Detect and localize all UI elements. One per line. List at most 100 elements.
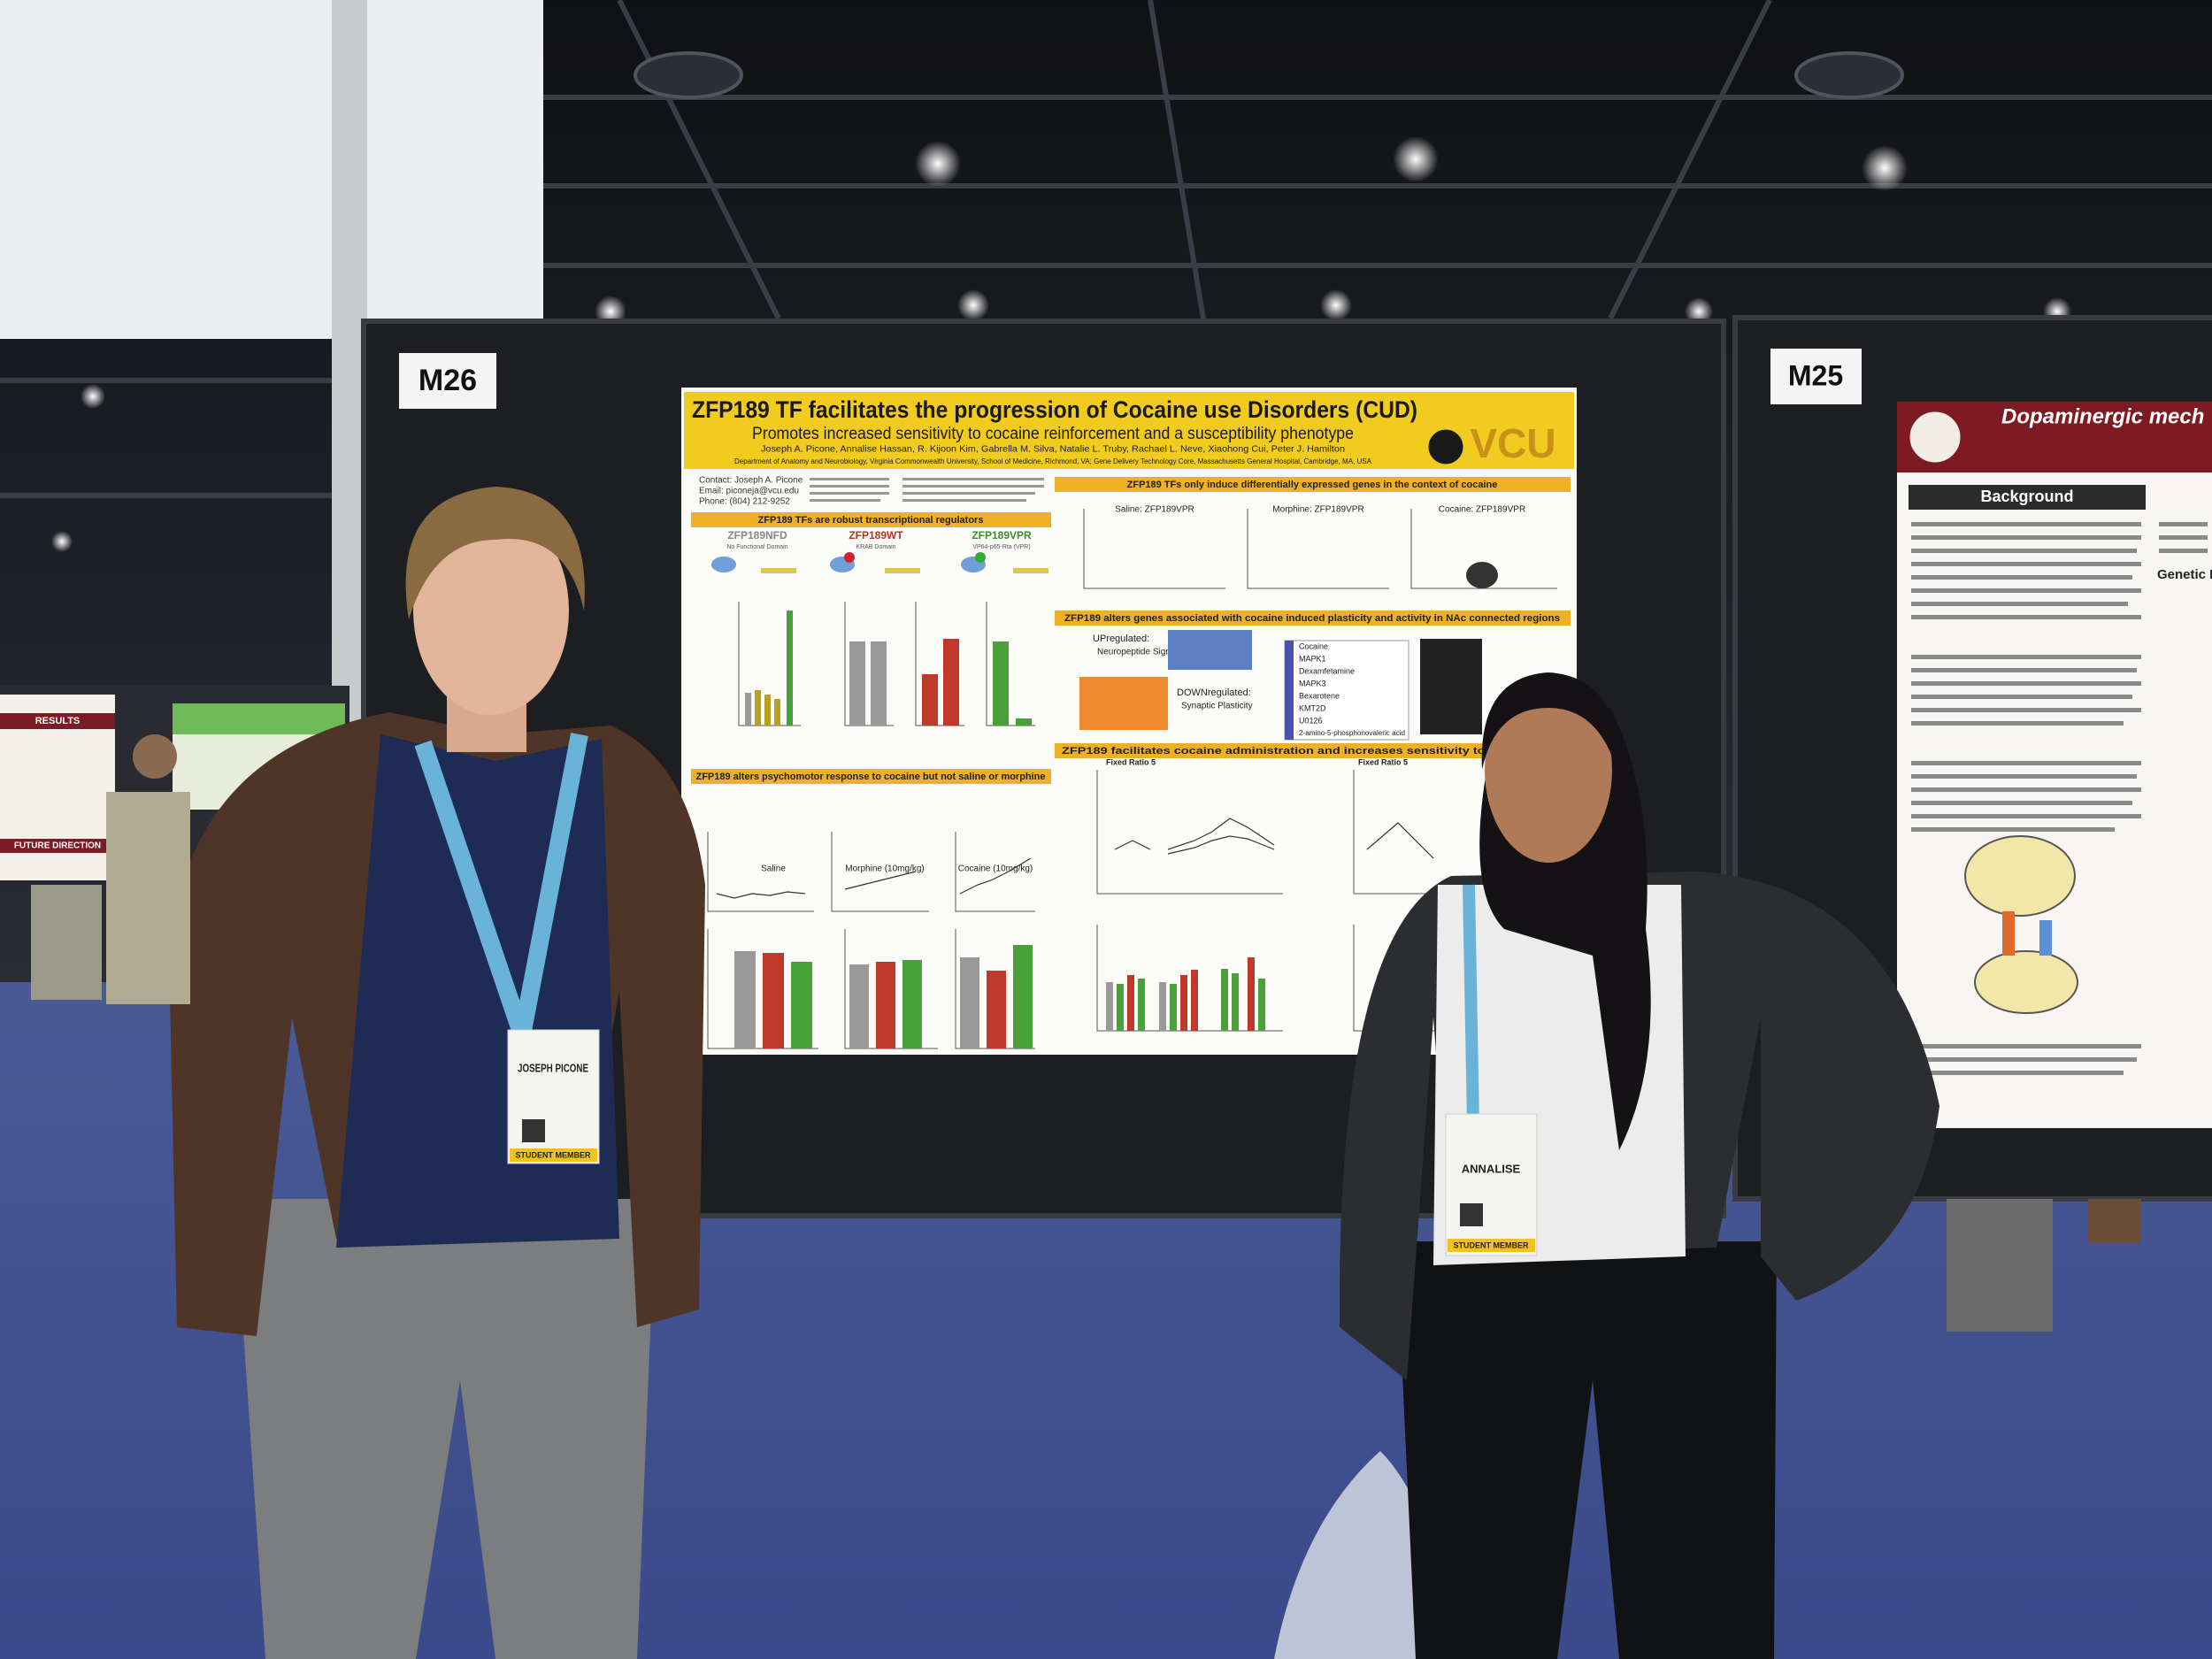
right-poster-seal [1907,409,1963,465]
shape [1911,708,2141,712]
shape [634,51,743,99]
gene-label: MAPK3 [1299,679,1326,687]
shape [1964,835,2076,917]
regulation-label: UPregulated: [1093,634,1149,644]
shape [133,734,177,779]
construct-domain: VP64-p65-Rta (VPR) [972,544,1030,550]
shape [1117,984,1124,1031]
panel-label: Saline [761,864,786,874]
shape [1481,672,1620,779]
right-poster-diagram [1964,835,2078,1014]
far-poster-heading: RESULTS [35,716,81,726]
shape [51,531,73,552]
shape [763,953,784,1048]
shape [1167,835,1275,855]
shape [2002,911,2015,956]
shape [810,485,889,488]
poster-subtitle: Promotes increased sensitivity to cocain… [752,425,1354,443]
shape [1911,695,2132,699]
shape [2159,535,2208,540]
shape [975,552,986,563]
shape [1911,814,2141,818]
shape [876,962,895,1048]
shape [902,485,1044,488]
shape [1159,982,1166,1031]
shape [1167,818,1275,850]
gene-label: U0126 [1299,716,1323,725]
shape [1079,677,1168,730]
right-poster-section-bar [1909,485,2146,510]
poster-authors: Joseph A. Picone, Annalise Hassan, R. Ki… [761,445,1345,455]
shape [902,499,1026,502]
far-poster-footer: FUTURE DIRECTION [14,841,101,851]
shape [1366,822,1434,859]
shape [2039,920,2052,956]
right-poster-title: Dopaminergic mech [2001,404,2204,428]
shape [1911,615,2141,619]
shape [1148,0,1206,319]
shape [844,871,917,890]
shape [1180,975,1187,1031]
right-poster-heading: Background [1980,488,2073,505]
construct-name: ZFP189NFD [727,529,787,541]
shape [1258,979,1265,1031]
section-heading: ZFP189 TFs are robust transcriptional re… [758,515,984,526]
shape [955,832,1035,912]
shape [1911,535,2141,540]
section-bar [691,769,1051,784]
right-poster-text-lines [1911,522,2208,1075]
shape [1106,982,1113,1031]
shape [1911,575,2132,580]
shape [1013,945,1033,1048]
person-right: ANNALISE STUDENT MEMBER [1339,672,1939,1659]
shape [707,832,814,912]
shape [955,929,1035,1049]
shape [774,699,780,726]
shape [1096,770,1283,895]
shape [1911,522,2141,526]
shape [336,734,619,1248]
shape [1353,770,1460,895]
background-people [31,734,2141,1332]
shape [1947,1199,2053,1332]
shape [1911,1057,2137,1062]
shape [1911,602,2128,606]
poster-affiliation: Department of Anatomy and Neurobiology, … [734,457,1372,465]
section-heading: ZFP189 TFs only induce differentially ex… [1127,480,1498,490]
funding-text [810,478,1044,502]
shape [405,487,585,619]
section-bar [1055,743,1571,758]
shape [1911,801,2132,805]
panel-label: Morphine (10mg/kg) [845,864,924,874]
contact-line: Phone: (804) 212-9252 [699,497,790,507]
shape [1911,549,2137,553]
gene-label: MAPK1 [1299,654,1326,663]
shape [1232,973,1239,1031]
shape [849,964,869,1048]
panel-label: Morphine: ZFP189VPR [1272,505,1363,515]
shape [1911,721,2124,726]
shape [1247,509,1389,589]
panel-label: Saline: ZFP189VPR [1115,505,1194,515]
badge-member: STUDENT MEMBER [1454,1240,1529,1249]
construct-name: ZFP189VPR [972,529,1032,541]
shape [787,611,793,726]
section-heading: ZFP189 alters genes associated with coca… [1064,613,1560,624]
badge-name: JOSEPH PICONE [518,1061,588,1074]
badge-strip [510,1148,597,1162]
contact-line: Email: piconeja@vcu.edu [699,487,799,496]
booth-label: M25 [1788,359,1843,391]
shape [413,506,569,715]
gene-label: Dexamfetamine [1299,666,1355,675]
shape [81,384,105,409]
badge-name: ANNALISE [1462,1162,1521,1175]
shape [1911,562,2141,566]
section-heading: ZFP189 alters psychomotor response to co… [696,772,1046,782]
shape [1445,1113,1538,1256]
regulation-label: Neuropeptide Signaling [1097,648,1189,657]
shape [1083,509,1225,589]
shape [617,0,781,320]
section-bar [1055,477,1571,492]
logo-seal [1425,426,1466,467]
shape [810,478,889,480]
